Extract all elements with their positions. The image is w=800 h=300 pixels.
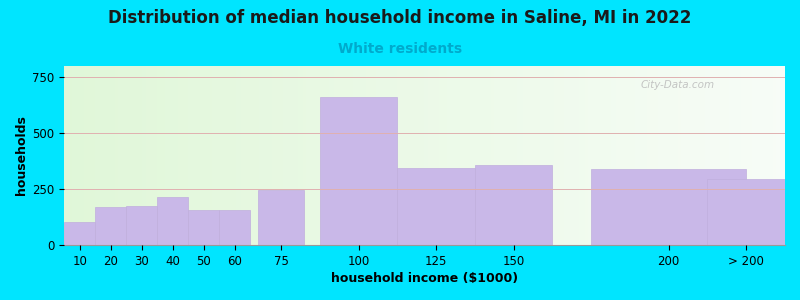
Bar — [64, 222, 95, 245]
Text: City-Data.com: City-Data.com — [641, 80, 715, 90]
X-axis label: household income ($1000): household income ($1000) — [331, 272, 518, 285]
Text: White residents: White residents — [338, 42, 462, 56]
Bar — [219, 210, 250, 245]
Bar — [398, 168, 475, 245]
Bar — [157, 197, 188, 245]
Bar — [320, 97, 398, 245]
Bar — [591, 169, 746, 245]
Bar — [707, 179, 800, 245]
Bar — [95, 207, 126, 245]
Text: Distribution of median household income in Saline, MI in 2022: Distribution of median household income … — [108, 9, 692, 27]
Bar — [258, 190, 305, 245]
Y-axis label: households: households — [15, 116, 28, 196]
Bar — [126, 206, 157, 245]
Bar — [475, 164, 553, 245]
Bar — [188, 210, 219, 245]
